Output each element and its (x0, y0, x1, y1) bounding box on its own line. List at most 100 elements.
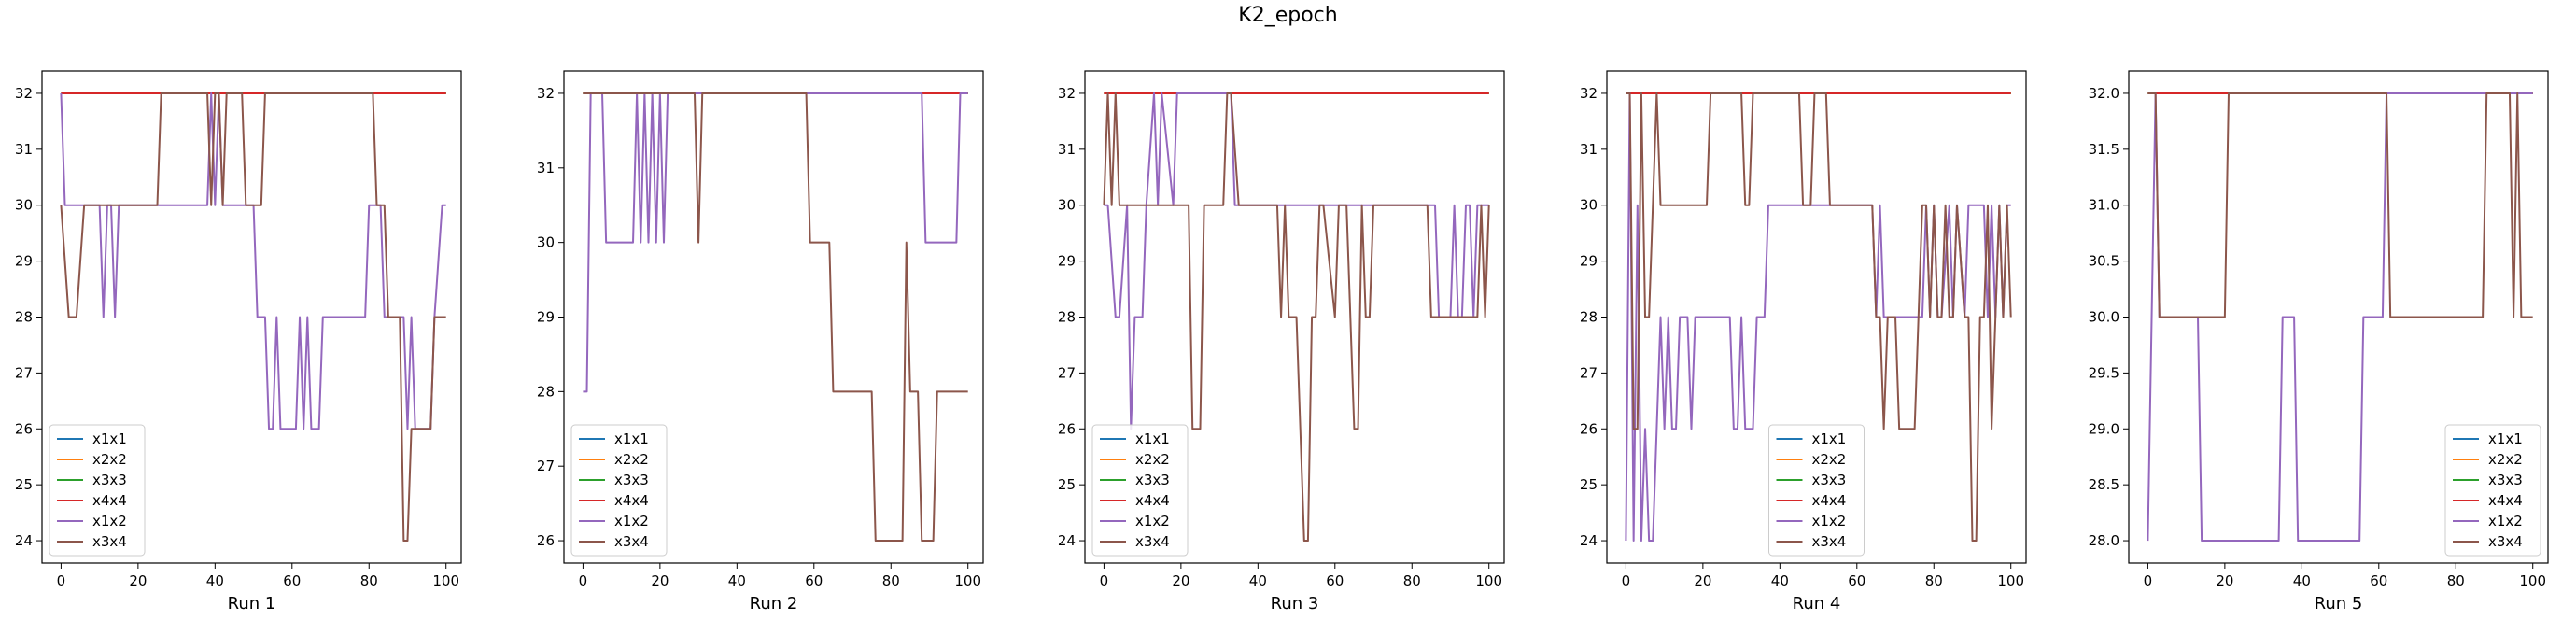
run3-legend-label-x1x2: x1x2 (1135, 513, 1170, 529)
run4-ytick-label: 28 (1580, 309, 1598, 326)
run2-ytick-label: 27 (537, 458, 555, 474)
run5-ytick-label: 28.0 (2089, 532, 2119, 549)
run4-ytick-label: 24 (1580, 532, 1598, 549)
run3-xtick-label: 0 (1100, 572, 1109, 589)
run5-xtick-label: 40 (2293, 572, 2311, 589)
run5-ytick-label: 30.5 (2089, 253, 2119, 270)
run5-legend-label-x2x2: x2x2 (2488, 451, 2523, 468)
run1-ytick-label: 25 (15, 476, 33, 493)
run3-xtick-label: 60 (1326, 572, 1344, 589)
run5-xtick-label: 0 (2144, 572, 2153, 589)
run1-line-x3x4 (60, 92, 446, 543)
run4-ytick-label: 31 (1580, 141, 1598, 158)
run3-ytick-label: 25 (1058, 476, 1076, 493)
run3-ytick-label: 28 (1058, 309, 1076, 326)
figure-title: K2_epoch (1238, 4, 1338, 27)
run4-legend-label-x3x4: x3x4 (1812, 533, 1847, 550)
run2-ytick-label: 26 (537, 532, 555, 549)
run3-legend-label-x1x1: x1x1 (1135, 430, 1170, 447)
run4-ytick-label: 26 (1580, 420, 1598, 437)
run5-ytick-label: 31.5 (2089, 141, 2119, 158)
run5-legend-label-x3x3: x3x3 (2488, 472, 2523, 488)
run2-legend-label-x1x1: x1x1 (614, 430, 649, 447)
run5-xaxis-label: Run 5 (2315, 594, 2363, 614)
run2-xtick-label: 80 (882, 572, 900, 589)
run1-ytick-label: 29 (15, 253, 33, 270)
run4-ytick-label: 29 (1580, 253, 1598, 270)
run4-xtick-label: 60 (1848, 572, 1865, 589)
run2-ytick-label: 30 (537, 234, 555, 251)
run1-xtick-label: 0 (57, 572, 66, 589)
run3-legend-label-x3x3: x3x3 (1135, 472, 1170, 488)
run5-xtick-label: 60 (2370, 572, 2387, 589)
run4-ytick-label: 30 (1580, 197, 1598, 214)
run2-xaxis-label: Run 2 (750, 594, 798, 614)
run1-legend-label-x1x1: x1x1 (92, 430, 127, 447)
run1-ytick-label: 26 (15, 420, 33, 437)
run3-xtick-label: 20 (1172, 572, 1189, 589)
run4-line-x1x2 (1625, 92, 2011, 543)
run3-legend (1091, 424, 1189, 557)
run4-legend (1768, 424, 1865, 557)
run2-legend-label-x3x4: x3x4 (614, 533, 649, 550)
run5-legend-label-x1x2: x1x2 (2488, 513, 2523, 529)
run2-legend-label-x2x2: x2x2 (614, 451, 649, 468)
run2-legend-label-x1x2: x1x2 (614, 513, 649, 529)
run4-legend-label-x2x2: x2x2 (1812, 451, 1847, 468)
run2-legend-label-x3x3: x3x3 (614, 472, 649, 488)
run4-legend-label-x4x4: x4x4 (1812, 492, 1847, 509)
run3-line-x1x2 (1104, 92, 1489, 430)
run4-xtick-label: 0 (1622, 572, 1631, 589)
run1-legend-label-x2x2: x2x2 (92, 451, 127, 468)
run1-ytick-label: 27 (15, 364, 33, 381)
run4-xaxis-label: Run 4 (1793, 594, 1841, 614)
run3-legend-label-x3x4: x3x4 (1135, 533, 1170, 550)
run1-xtick-label: 100 (432, 572, 459, 589)
run2-legend (570, 424, 668, 557)
run5-legend-label-x4x4: x4x4 (2488, 492, 2523, 509)
run1-legend-label-x4x4: x4x4 (92, 492, 127, 509)
run2-xtick-label: 60 (805, 572, 823, 589)
run3-line-x3x4 (1103, 92, 1490, 543)
run5-ytick-label: 31.0 (2089, 197, 2119, 214)
run5-xtick-label: 100 (2519, 572, 2546, 589)
run5-line-x3x4 (2147, 92, 2533, 318)
run3-ytick-label: 30 (1058, 197, 1076, 214)
run4-ytick-label: 32 (1580, 85, 1598, 102)
run2-ytick-label: 28 (537, 383, 555, 400)
run5-legend-label-x1x1: x1x1 (2488, 430, 2523, 447)
run4-legend-label-x3x3: x3x3 (1812, 472, 1847, 488)
run3-xtick-label: 40 (1249, 572, 1267, 589)
run1-xtick-label: 40 (206, 572, 224, 589)
run4-ytick-label: 25 (1580, 476, 1598, 493)
run5-xtick-label: 20 (2216, 572, 2233, 589)
run1-xtick-label: 60 (283, 572, 301, 589)
run4-line-x3x4 (1626, 92, 2012, 543)
run1-legend-label-x3x3: x3x3 (92, 472, 127, 488)
run3-ytick-label: 32 (1058, 85, 1076, 102)
run1-xtick-label: 20 (129, 572, 147, 589)
run5-xtick-label: 80 (2447, 572, 2465, 589)
run4-legend-label-x1x1: x1x1 (1812, 430, 1847, 447)
run1-ytick-label: 31 (15, 141, 33, 158)
run2-legend-label-x4x4: x4x4 (614, 492, 649, 509)
run2-ytick-label: 31 (537, 160, 555, 176)
run2-line-x1x2 (583, 92, 968, 393)
run5-ytick-label: 29.0 (2089, 420, 2119, 437)
run2-line-x3x4 (583, 92, 968, 543)
run5-ytick-label: 30.0 (2089, 309, 2119, 326)
run4-ytick-label: 27 (1580, 364, 1598, 381)
run4-legend-label-x1x2: x1x2 (1812, 513, 1847, 529)
run2-ytick-label: 29 (537, 309, 555, 326)
run1-ytick-label: 24 (15, 532, 33, 549)
run3-ytick-label: 24 (1058, 532, 1076, 549)
run5-legend (2444, 424, 2541, 557)
run3-xtick-label: 100 (1475, 572, 1502, 589)
run4-xtick-label: 80 (1925, 572, 1943, 589)
run3-xtick-label: 80 (1403, 572, 1421, 589)
run4-xtick-label: 20 (1694, 572, 1711, 589)
run1-legend-label-x1x2: x1x2 (92, 513, 127, 529)
run2-xtick-label: 100 (954, 572, 981, 589)
